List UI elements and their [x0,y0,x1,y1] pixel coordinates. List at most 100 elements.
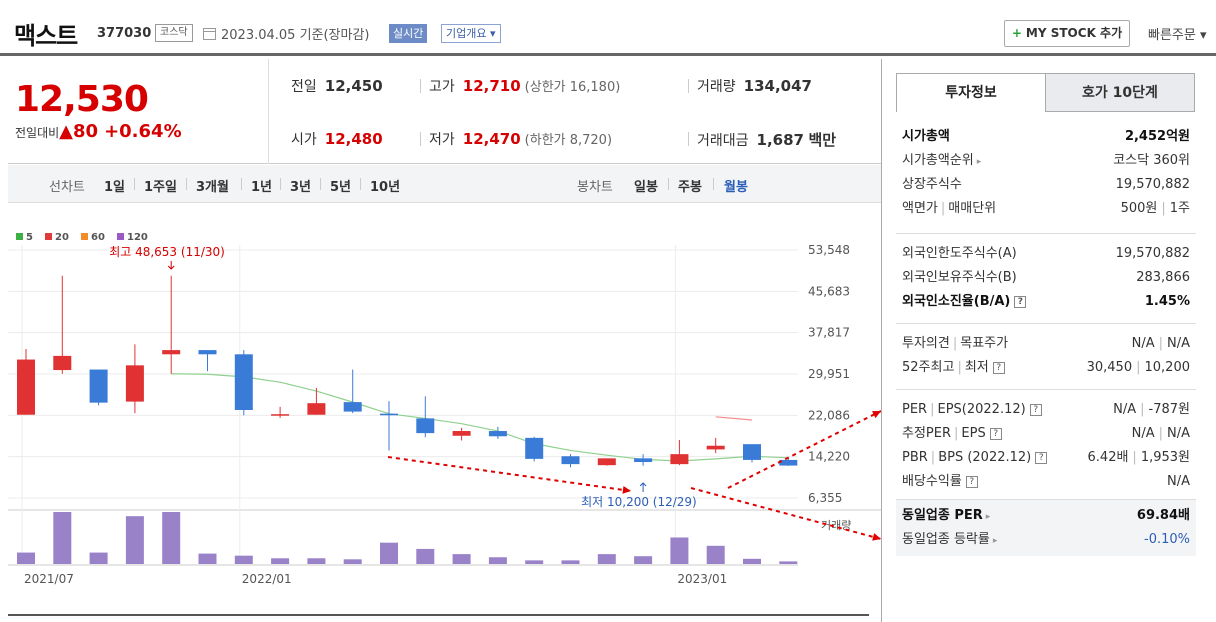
volume-bar [706,545,725,564]
info-row: PER | EPS(2022.12)? N/A | -787원 [896,398,1196,422]
period-bar: 선차트 1일 1주일 3개월 1년 3년 5년 10년 봉차트 일봉 주봉 월봉 [8,165,881,203]
help-icon[interactable]: ? [1035,451,1048,464]
period-daily[interactable]: 일봉 [634,180,658,195]
period-weekly[interactable]: 주봉 [678,180,702,195]
candle-body [307,403,326,415]
info-key: 동일업종 등락률 ▸ [902,532,998,547]
high-value: 12,710 [462,77,521,95]
stock-name: 맥스트 [14,22,78,50]
trade-amount: 거래대금 1,687 백만 [697,129,836,150]
info-key: 동일업종 PER ▸ [902,508,991,523]
candle-body [634,458,653,463]
info-group-valuation: PER | EPS(2022.12)? N/A | -787원 추정PER | EPS? N/A |… [896,389,1196,494]
info-key: 배당수익률? [902,470,978,494]
quick-order-button[interactable]: 빠른주문 ▾ [1148,28,1207,43]
candle-body [743,444,761,460]
ma60-line [715,416,753,421]
x-tick-label: 2022/01 [242,572,292,586]
help-icon[interactable]: ? [992,361,1005,374]
info-tabs: 투자정보 호가 10단계 [896,73,1196,112]
candle-body [525,437,544,459]
y-tick-label: 29,951 [808,367,850,381]
company-overview-button[interactable]: 기업개요 ▾ [441,24,501,43]
volume-bar [779,561,798,564]
period-1y[interactable]: 1년 [251,180,273,195]
candle-body [380,413,398,416]
info-row: 52주최고 | 최저? 30,450 | 10,200 [896,356,1196,380]
info-row[interactable]: 시가총액순위 ▸ 코스닥 360위 [896,149,1196,173]
volume-bar [89,552,108,564]
realtime-button[interactable]: 실시간 [389,24,428,43]
period-5y[interactable]: 5년 [330,180,352,195]
base-date: 2023.04.05 기준(장마감) [221,28,370,43]
help-icon[interactable]: ? [989,427,1002,440]
candle-body [488,431,507,437]
info-key: PER | EPS(2022.12)? [902,398,1042,422]
volume-bar [198,553,217,564]
volume-bar [271,558,290,564]
change-value: ▲80 [59,121,99,142]
market-badge: 코스닥 [155,24,193,42]
info-value: -0.10% [1144,532,1190,547]
info-row: 투자의견 | 목표주가 N/A | N/A [896,332,1196,356]
info-value: 코스닥 360위 [1113,153,1190,168]
volume-bar [125,516,144,564]
help-icon[interactable]: ? [1029,403,1042,416]
info-value: 1.45% [1144,294,1190,309]
y-tick-label: 14,220 [808,450,850,464]
open-label: 시가 [291,132,317,148]
info-value: N/A | N/A [1131,426,1190,441]
volume-value: 134,047 [743,77,812,95]
candle-body [706,445,725,450]
stock-header: 맥스트 377030 코스닥 2023.04.05 기준(장마감) 실시간 기업… [0,0,1216,56]
low-label: 저가 [429,132,455,148]
info-key: 시가총액순위 ▸ [902,153,982,168]
tab-invest-info[interactable]: 투자정보 [896,73,1046,112]
current-price: 12,530 [15,79,149,120]
period-monthly[interactable]: 월봉 [724,180,748,195]
info-group-opinion: 투자의견 | 목표주가 N/A | N/A 52주최고 | 최저? 30,450 | 10,200 [896,323,1196,380]
volume-bar [17,552,35,564]
period-10y[interactable]: 10년 [370,180,401,195]
open-value: 12,480 [324,130,383,148]
info-value: 2,452억원 [1124,129,1190,144]
info-value: 30,450 | 10,200 [1086,360,1190,375]
period-1w[interactable]: 1주일 [144,180,177,195]
info-row: 액면가 | 매매단위 500원 | 1주 [896,197,1196,221]
candle-chart-label: 봉차트 [577,180,613,195]
high-price: 고가 12,710 (상한가 16,180) [429,76,620,96]
info-row[interactable]: 동일업종 등락률 ▸ -0.10% [896,528,1196,552]
info-row[interactable]: 동일업종 PER ▸ 69.84배 [896,504,1196,528]
x-tick-label: 2021/07 [24,572,74,586]
period-1d[interactable]: 1일 [104,180,126,195]
stock-code: 377030 [97,26,152,41]
info-key: 시가총액 [902,129,950,144]
info-value: N/A [1167,474,1190,489]
line-chart-label: 선차트 [49,180,85,195]
candle-body [17,359,35,415]
help-icon[interactable]: ? [965,475,978,488]
info-row: 상장주식수 19,570,882 [896,173,1196,197]
tab-quote-10[interactable]: 호가 10단계 [1045,73,1195,112]
candle-body [452,431,471,436]
info-row: 시가총액 2,452억원 [896,125,1196,149]
x-tick-label: 2023/01 [677,572,727,586]
amount-value: 1,687 [756,131,804,149]
info-key: 상장주식수 [902,177,962,192]
amount-label: 거래대금 [697,133,749,149]
legend-label: 20 [55,232,69,243]
period-3y[interactable]: 3년 [290,180,312,195]
legend-swatch [81,233,88,240]
y-tick-label: 53,548 [808,243,850,257]
info-row: 추정PER | EPS? N/A | N/A [896,422,1196,446]
prev-close-label: 전일 [291,79,317,95]
info-value: 283,866 [1136,270,1190,285]
caret-icon: ▸ [985,512,991,522]
info-key: 투자의견 | 목표주가 [902,336,1009,351]
period-3m[interactable]: 3개월 [196,180,229,195]
help-icon[interactable]: ? [1014,295,1027,308]
price-chart[interactable]: 2021/07 2022/01 2023/01 53,548 45,683 37,817 2… [8,205,881,595]
add-mystock-button[interactable]: + MY STOCK 추가 [1004,20,1130,47]
candle-body [416,418,435,434]
